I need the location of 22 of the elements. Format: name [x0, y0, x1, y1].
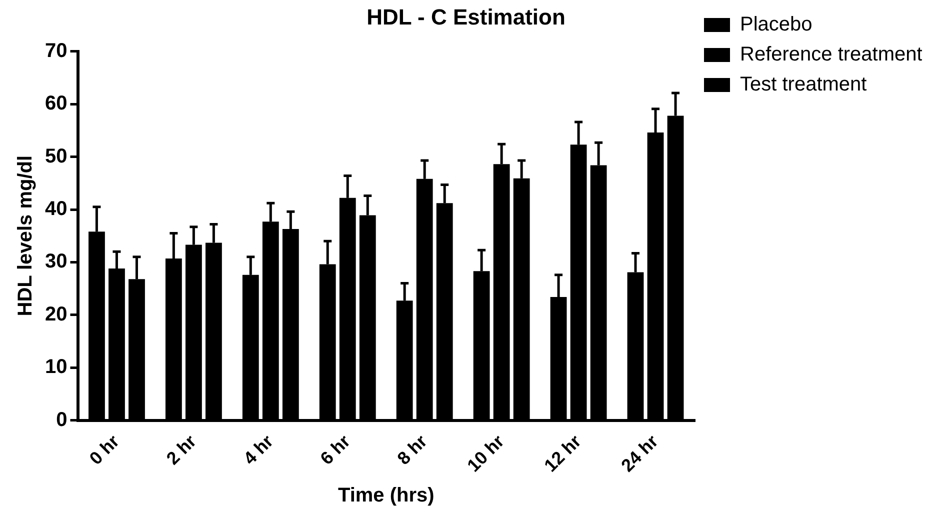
x-tick-label: 12 hr — [540, 431, 585, 476]
y-tick-label: 0 — [56, 408, 68, 431]
y-tick-label: 40 — [44, 198, 68, 220]
y-axis-title: HDL levels mg/dl — [14, 155, 37, 316]
x-tick-label: 4 hr — [240, 431, 278, 469]
x-tick-label: 0 hr — [86, 431, 124, 469]
legend-label: Test treatment — [740, 74, 868, 96]
x-tick-label: 2 hr — [162, 431, 200, 469]
legend-label: Placebo — [740, 14, 812, 36]
y-tick-label: 10 — [44, 356, 68, 378]
x-tick-label: 6 hr — [316, 431, 354, 469]
x-axis-title: Time (hrs) — [338, 484, 434, 507]
x-tick-label: 24 hr — [617, 431, 662, 476]
legend-label: Reference treatment — [740, 44, 923, 66]
y-tick-label: 70 — [44, 40, 68, 62]
y-tick-label: 20 — [44, 303, 68, 326]
x-tick-label: 10 hr — [463, 431, 508, 476]
y-tick-label: 60 — [44, 92, 68, 115]
y-tick-label: 50 — [44, 145, 68, 168]
chart-title: HDL - C Estimation — [366, 4, 566, 30]
x-tick-label: 8 hr — [393, 431, 431, 469]
y-tick-label: 30 — [44, 250, 68, 273]
